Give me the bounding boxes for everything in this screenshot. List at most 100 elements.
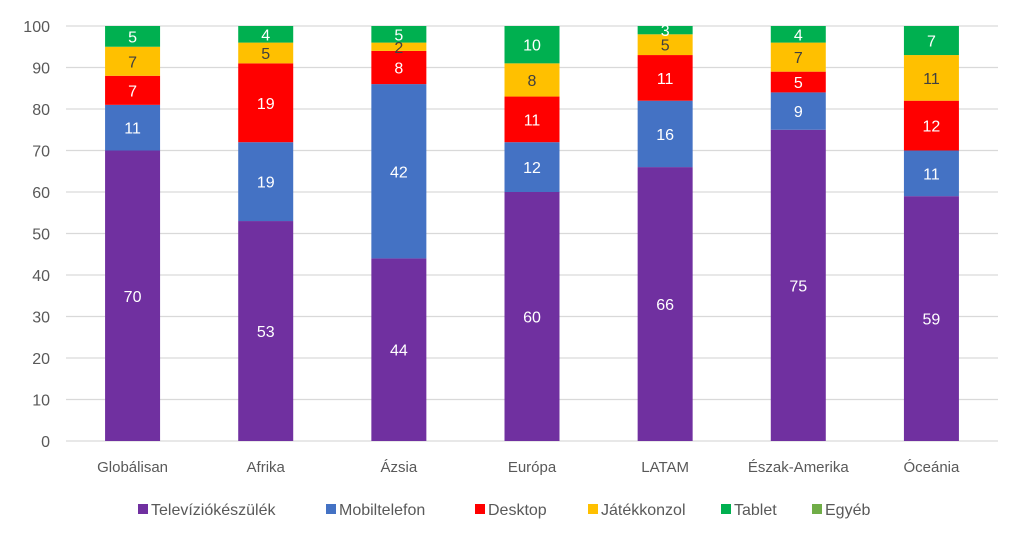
bar-segment: [770, 42, 826, 72]
data-label: 7: [128, 54, 137, 71]
legend-item: Mobiltelefon: [326, 502, 425, 519]
bar-segment: [637, 167, 693, 441]
legend-swatch: [588, 504, 598, 514]
y-tick-label: 70: [32, 144, 50, 161]
data-label: 5: [661, 38, 670, 55]
bar-segment: [371, 258, 427, 441]
legend-label: Desktop: [488, 502, 547, 519]
bar-segment: [637, 34, 693, 56]
legend-item: Desktop: [475, 502, 547, 519]
data-label: 8: [528, 73, 537, 90]
y-tick-label: 100: [23, 19, 50, 36]
data-label: 5: [394, 27, 403, 44]
data-label: 11: [657, 71, 674, 88]
bar-segment: [105, 150, 161, 441]
y-tick-label: 0: [41, 434, 50, 451]
y-tick-label: 90: [32, 61, 50, 78]
bars: [105, 26, 959, 441]
bar-segment: [105, 46, 161, 76]
data-label: 4: [261, 27, 270, 44]
legend-swatch: [138, 504, 148, 514]
bar-segment: [238, 26, 294, 43]
y-tick-label: 60: [32, 185, 50, 202]
x-tick-label: Óceánia: [903, 459, 960, 476]
legend-swatch: [475, 504, 485, 514]
x-tick-label: Észak-Amerika: [748, 459, 850, 476]
bar-segment: [504, 63, 560, 97]
bar-segment: [637, 26, 693, 35]
legend-item: Játékkonzol: [588, 502, 686, 519]
bar-segment: [903, 55, 959, 101]
data-label: 75: [789, 278, 807, 295]
bar-segment: [770, 129, 826, 441]
data-label: 7: [927, 34, 936, 51]
data-label: 44: [390, 343, 408, 360]
data-label: 7: [128, 83, 137, 100]
data-label: 11: [524, 112, 541, 129]
data-label: 11: [923, 166, 940, 183]
bar-segment: [504, 192, 560, 441]
data-label: 5: [128, 29, 137, 46]
bar-segment: [903, 196, 959, 441]
data-label: 2: [394, 40, 403, 57]
y-tick-label: 50: [32, 227, 50, 244]
x-axis-ticks: Globálisan Afrika Ázsia Európa LATAM Észak-Am…: [97, 459, 960, 476]
data-label: 5: [794, 75, 803, 92]
bar-segment: [371, 26, 427, 43]
data-label: 19: [257, 175, 275, 192]
data-label: 66: [656, 297, 674, 314]
bar-segment: [504, 96, 560, 143]
legend-label: Egyéb: [825, 502, 870, 519]
data-label: 59: [923, 312, 941, 329]
data-label: 10: [523, 38, 541, 55]
legend-label: Játékkonzol: [601, 502, 686, 519]
bar-segment: [238, 142, 294, 222]
bar-segment: [770, 26, 826, 43]
data-label: 3: [661, 23, 670, 40]
y-tick-label: 30: [32, 310, 50, 327]
data-label: 11: [923, 71, 940, 88]
bar-segment: [105, 104, 161, 151]
legend: Televíziókészülék Mobiltelefon Desktop Játé…: [138, 502, 870, 519]
legend-item: Televíziókészülék: [138, 502, 277, 519]
data-label: 9: [794, 104, 803, 121]
bar-segment: [770, 92, 826, 130]
data-label: 53: [257, 324, 275, 341]
data-label: 12: [923, 119, 941, 136]
data-label: 8: [394, 61, 403, 78]
x-tick-label: Globálisan: [97, 459, 168, 476]
legend-swatch: [721, 504, 731, 514]
data-label: 42: [390, 164, 408, 181]
data-label: 70: [124, 289, 142, 306]
y-tick-label: 80: [32, 102, 50, 119]
bar-segment: [105, 75, 161, 105]
data-label: 12: [523, 160, 541, 177]
bar-segment: [371, 50, 427, 85]
x-tick-label: Ázsia: [381, 459, 418, 476]
legend-label: Televíziókészülék: [151, 502, 277, 519]
bar-segment: [903, 26, 959, 56]
bar-segment: [238, 63, 294, 143]
bar-segment: [637, 55, 693, 101]
bar-segment: [770, 71, 826, 93]
bar-segment: [637, 100, 693, 168]
legend-label: Tablet: [734, 502, 777, 519]
bar-segment: [371, 42, 427, 51]
legend-label: Mobiltelefon: [339, 502, 425, 519]
y-tick-label: 20: [32, 351, 50, 368]
data-label: 60: [523, 310, 541, 327]
data-label: 7: [794, 50, 803, 67]
legend-swatch: [812, 504, 822, 514]
bar-segment: [371, 84, 427, 259]
x-tick-label: LATAM: [641, 459, 689, 476]
x-tick-label: Afrika: [247, 459, 286, 476]
bar-segment: [238, 221, 294, 441]
data-label: 11: [124, 121, 141, 138]
data-label: 5: [261, 46, 270, 63]
bar-segment: [903, 100, 959, 151]
y-tick-label: 40: [32, 268, 50, 285]
data-label: 19: [257, 96, 275, 113]
data-label: 16: [656, 127, 674, 144]
bar-segment: [504, 142, 560, 192]
